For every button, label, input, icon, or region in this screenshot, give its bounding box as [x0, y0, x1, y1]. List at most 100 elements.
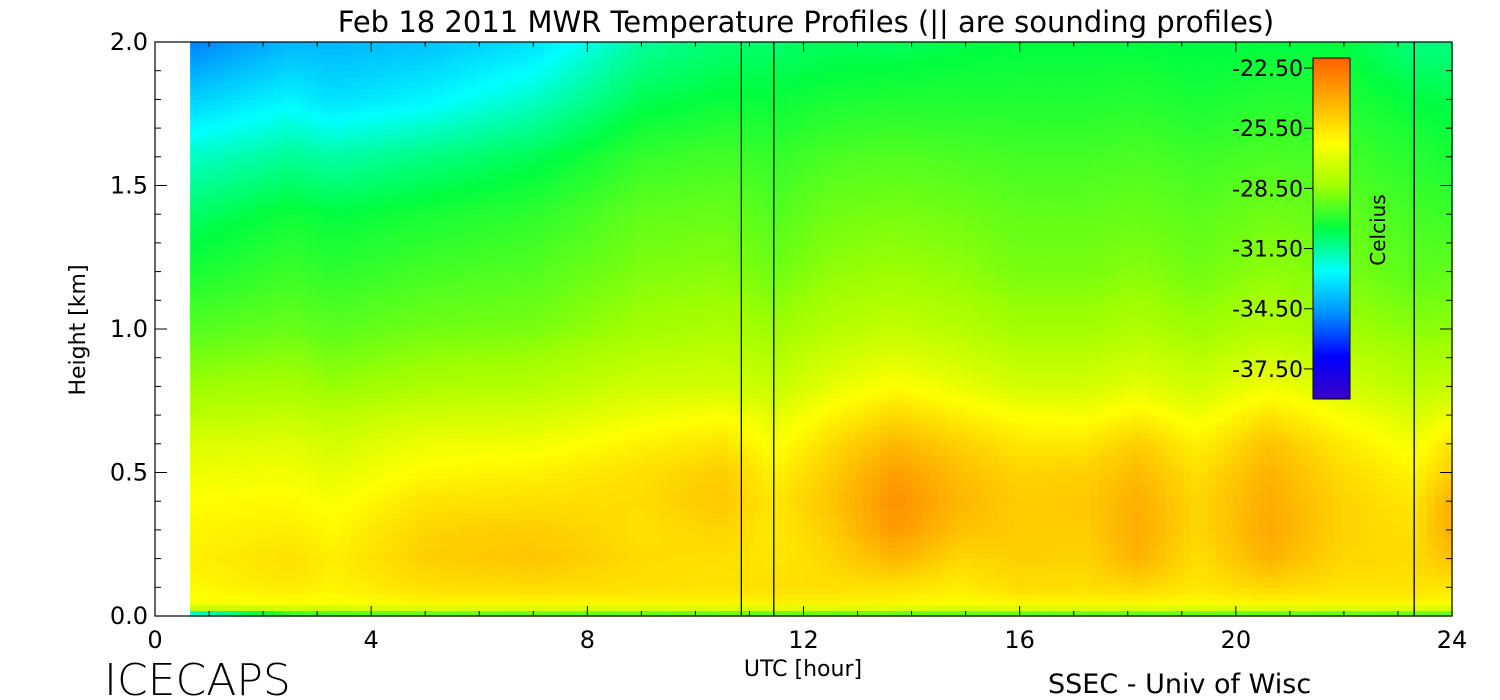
heat-cell	[602, 277, 611, 283]
heat-cell	[468, 157, 477, 163]
heat-cell	[325, 369, 334, 375]
heat-cell	[266, 404, 275, 410]
heat-cell	[535, 260, 544, 266]
heat-cell	[384, 392, 393, 398]
heat-cell	[518, 180, 527, 186]
heat-cell	[602, 174, 611, 180]
heat-cell	[468, 346, 477, 352]
heat-cell	[224, 346, 233, 352]
heat-cell	[249, 467, 258, 473]
heat-cell	[333, 484, 342, 490]
heat-cell	[485, 105, 494, 111]
heat-cell	[342, 300, 351, 306]
heat-cell	[577, 312, 586, 318]
heat-cell	[468, 180, 477, 186]
heat-cell	[308, 59, 317, 65]
heat-cell	[569, 404, 578, 410]
heat-cell	[274, 197, 283, 203]
heat-cell	[358, 524, 367, 530]
heat-cell	[501, 467, 510, 473]
heat-cell	[215, 237, 224, 243]
heat-cell	[266, 559, 275, 565]
heat-cell	[384, 369, 393, 375]
heat-cell	[274, 254, 283, 260]
heat-cell	[417, 163, 426, 169]
heat-cell	[434, 576, 443, 582]
heat-cell	[358, 490, 367, 496]
heat-cell	[476, 576, 485, 582]
heat-cell	[459, 151, 468, 157]
heat-cell	[274, 450, 283, 456]
heat-cell	[190, 186, 199, 192]
heat-cell	[577, 300, 586, 306]
heat-cell	[384, 266, 393, 272]
heat-cell	[291, 346, 300, 352]
heat-cell	[560, 272, 569, 278]
heat-cell	[400, 122, 409, 128]
heat-cell	[257, 381, 266, 387]
heat-cell	[577, 59, 586, 65]
heat-cell	[291, 358, 300, 364]
heat-cell	[224, 335, 233, 341]
heat-cell	[224, 306, 233, 312]
heat-cell	[232, 484, 241, 490]
heat-cell	[527, 335, 536, 341]
heat-cell	[476, 300, 485, 306]
heat-cell	[577, 518, 586, 524]
heat-cell	[232, 277, 241, 283]
heat-cell	[207, 323, 216, 329]
heat-cell	[485, 226, 494, 232]
heat-cell	[316, 168, 325, 174]
heat-cell	[257, 323, 266, 329]
heat-cell	[459, 48, 468, 54]
heat-cell	[560, 289, 569, 295]
heat-cell	[232, 105, 241, 111]
heat-cell	[493, 536, 502, 542]
heat-cell	[426, 59, 435, 65]
heat-cell	[543, 427, 552, 433]
heat-cell	[552, 318, 561, 324]
heat-cell	[384, 105, 393, 111]
heat-cell	[224, 501, 233, 507]
heat-cell	[241, 553, 250, 559]
heat-cell	[468, 461, 477, 467]
heat-cell	[518, 306, 527, 312]
heat-cell	[518, 386, 527, 392]
heat-cell	[493, 599, 502, 605]
heat-cell	[283, 404, 292, 410]
heat-cell	[468, 404, 477, 410]
heat-cell	[316, 71, 325, 77]
heat-cell	[199, 111, 208, 117]
heat-cell	[249, 415, 258, 421]
heat-cell	[367, 587, 376, 593]
heat-cell	[493, 513, 502, 519]
heat-cell	[199, 323, 208, 329]
heat-cell	[552, 76, 561, 82]
heat-cell	[266, 105, 275, 111]
heat-cell	[215, 140, 224, 146]
heat-cell	[308, 507, 317, 513]
heat-cell	[257, 421, 266, 427]
heat-cell	[308, 455, 317, 461]
heat-cell	[358, 122, 367, 128]
heat-cell	[299, 582, 308, 588]
heat-cell	[459, 99, 468, 105]
heat-cell	[443, 381, 452, 387]
heat-cell	[409, 260, 418, 266]
heat-cell	[333, 94, 342, 100]
heat-cell	[518, 501, 527, 507]
heat-cell	[602, 507, 611, 513]
heat-cell	[443, 180, 452, 186]
heat-cell	[409, 524, 418, 530]
heat-cell	[543, 140, 552, 146]
heat-cell	[384, 329, 393, 335]
heat-cell	[257, 197, 266, 203]
heat-cell	[266, 312, 275, 318]
heat-cell	[459, 220, 468, 226]
heat-cell	[468, 306, 477, 312]
heat-cell	[190, 231, 199, 237]
heat-cell	[451, 157, 460, 163]
heat-cell	[451, 513, 460, 519]
heat-cell	[190, 541, 199, 547]
heat-cell	[485, 455, 494, 461]
